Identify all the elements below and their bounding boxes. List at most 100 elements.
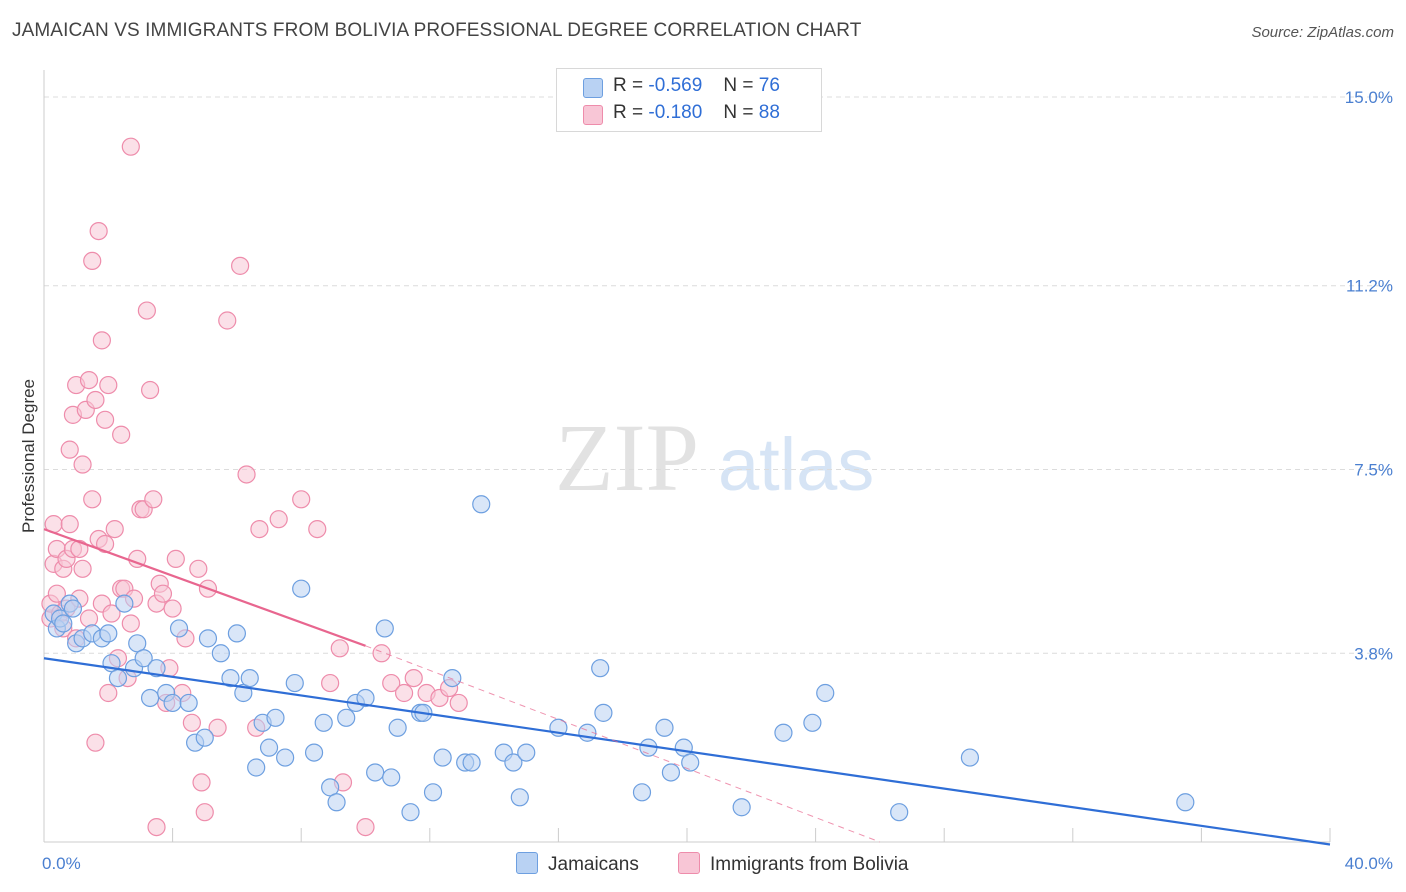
jamaicans-point	[472, 495, 491, 514]
bolivia-point	[356, 817, 375, 837]
bolivia-point	[321, 673, 340, 693]
jamaicans-point	[803, 713, 822, 732]
jamaicans-point	[591, 659, 610, 678]
bolivia-trend-line	[365, 645, 881, 843]
watermark-zip: ZIP	[555, 404, 699, 511]
bolivia-point	[89, 222, 108, 241]
bolivia-point	[92, 331, 111, 350]
jamaicans-point	[594, 703, 613, 722]
bottom-legend-bolivia[interactable]: Immigrants from Bolivia	[678, 852, 909, 876]
bolivia-point	[70, 539, 89, 559]
jamaicans-point	[276, 748, 295, 767]
bolivia-point	[208, 718, 227, 737]
chart-title: JAMAICAN VS IMMIGRANTS FROM BOLIVIA PROF…	[12, 20, 862, 41]
jamaicans-point	[54, 614, 73, 633]
y-axis-label: Professional Degree	[19, 379, 38, 533]
jamaicans-point	[632, 783, 652, 802]
jamaicans-point	[732, 798, 751, 817]
legend-n-value-jamaicans: 76	[758, 75, 780, 96]
bolivia-point	[192, 773, 211, 792]
watermark-atlas: atlas	[718, 423, 874, 506]
jamaicans-point	[1176, 793, 1195, 812]
jamaicans-point	[115, 594, 134, 613]
jamaicans-point	[661, 763, 681, 782]
bolivia-point	[79, 371, 99, 390]
bolivia-point	[95, 410, 115, 429]
bolivia-point	[404, 668, 423, 688]
bolivia-point	[60, 515, 79, 534]
bolivia-point	[102, 604, 121, 623]
bolivia-point	[83, 490, 102, 509]
bottom-legend-jamaicans[interactable]: Jamaicans	[516, 852, 639, 876]
legend-n-label: N =	[723, 102, 754, 123]
jamaicans-point	[655, 718, 674, 737]
bolivia-point	[99, 375, 118, 395]
jamaicans-point	[388, 718, 407, 737]
jamaicans-point	[314, 713, 333, 732]
bolivia-point	[330, 639, 349, 658]
jamaicans-point	[816, 683, 835, 703]
jamaicans-point	[337, 708, 356, 727]
grid-lines	[44, 96, 1392, 654]
jamaicans-point	[285, 673, 304, 693]
jamaicans-point	[198, 629, 218, 648]
jamaicans-point	[292, 579, 311, 598]
jamaicans-point	[147, 659, 166, 678]
legend-swatch-bolivia	[583, 105, 603, 125]
jamaicans-point	[304, 743, 324, 762]
bottom-legend-label-bolivia: Immigrants from Bolivia	[710, 854, 909, 875]
jamaicans-point	[890, 803, 909, 822]
bolivia-point	[60, 440, 79, 459]
jamaicans-point	[247, 758, 266, 777]
jamaicans-point	[401, 803, 420, 822]
bottom-legend-swatch-bolivia	[678, 852, 700, 874]
y-tick-label: 7.5%	[1354, 461, 1393, 480]
bolivia-point	[95, 534, 115, 554]
jamaicans-point	[163, 693, 182, 713]
jamaicans-point	[510, 788, 529, 807]
x-tick-label: 0.0%	[42, 854, 81, 873]
jamaicans-point	[134, 649, 153, 668]
bottom-legend-swatch-jamaicans	[516, 852, 538, 874]
legend-n-value-bolivia: 88	[758, 102, 780, 123]
bolivia-point	[237, 465, 256, 484]
bolivia-point	[99, 683, 118, 703]
jamaicans-trend-line	[43, 657, 1331, 846]
y-tick-label: 3.8%	[1354, 644, 1393, 663]
jamaicans-point	[259, 738, 279, 757]
bolivia-point	[83, 251, 102, 270]
jamaicans-point	[63, 599, 83, 618]
bolivia-point	[382, 673, 401, 693]
legend-r-value-jamaicans: -0.569	[648, 75, 703, 96]
jamaicans-point	[517, 743, 536, 762]
bolivia-trend-line	[43, 528, 366, 647]
bolivia-point	[372, 644, 391, 663]
jamaicans-point	[99, 624, 118, 643]
jamaicans-point	[211, 644, 230, 663]
jamaicans-point	[433, 748, 452, 767]
jamaicans-point	[221, 668, 240, 688]
jamaicans-point	[356, 688, 375, 708]
bolivia-point	[121, 137, 140, 156]
bolivia-point	[153, 584, 173, 603]
bolivia-point	[231, 256, 250, 275]
jamaicans-point	[327, 793, 346, 812]
bolivia-point	[195, 803, 214, 822]
correlation-legend: R = -0.569 N = 76 R = -0.180 N = 88	[556, 68, 822, 132]
legend-r-label: R =	[613, 75, 644, 96]
bolivia-point	[105, 519, 124, 539]
bolivia-point	[79, 609, 99, 628]
x-tick-label: 40.0%	[1345, 854, 1393, 873]
jamaicans-point	[240, 668, 259, 688]
bolivia-point	[308, 519, 327, 539]
bolivia-point	[121, 614, 140, 633]
jamaicans-point	[960, 748, 980, 767]
jamaicans-point	[443, 668, 462, 688]
jamaicans-point	[179, 693, 198, 713]
bolivia-point	[250, 519, 269, 539]
bolivia-point	[189, 559, 208, 578]
jamaicans-points	[44, 495, 1195, 822]
jamaicans-point	[366, 763, 385, 782]
jamaicans-point	[169, 619, 189, 638]
